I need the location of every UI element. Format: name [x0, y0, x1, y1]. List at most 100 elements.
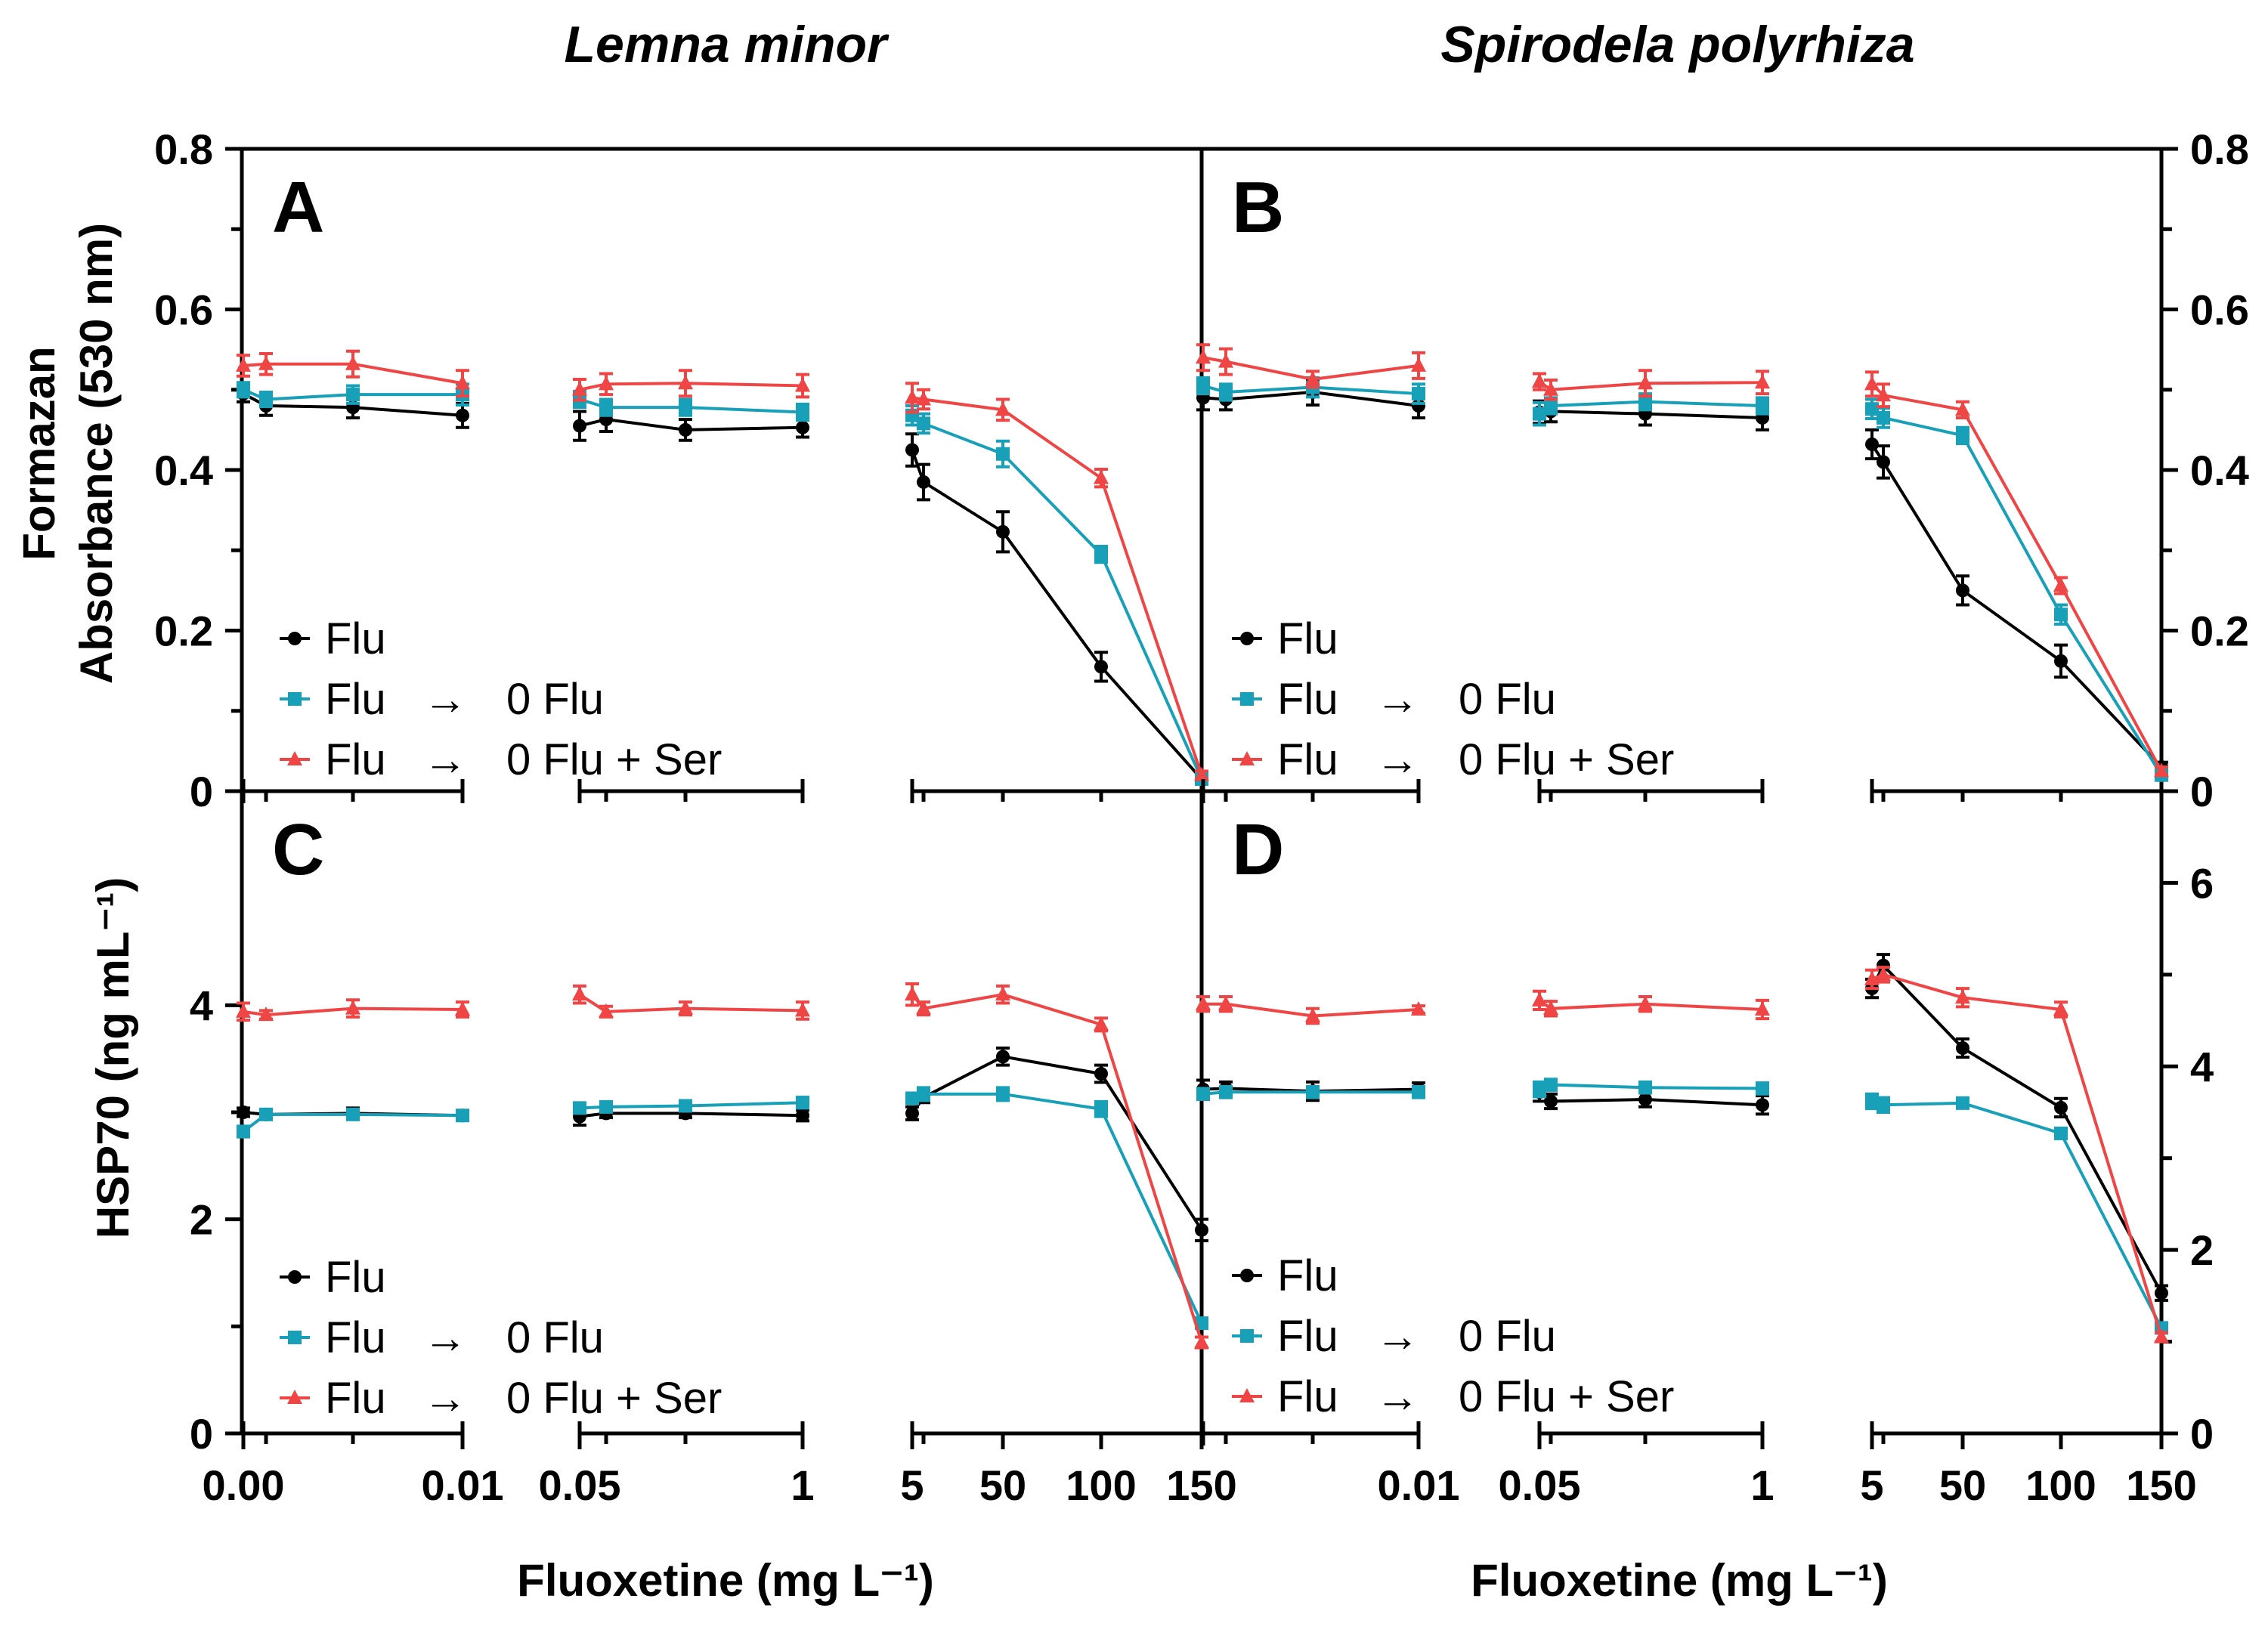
y-tick-label-D: 4 [2190, 1043, 2214, 1090]
marker-circle [2054, 654, 2068, 668]
marker-triangle [1638, 995, 1653, 1010]
marker-triangle [572, 381, 587, 396]
marker-triangle [287, 1390, 302, 1404]
marker-square [288, 1331, 302, 1344]
marker-circle [917, 475, 930, 489]
marker-triangle [1218, 353, 1233, 368]
y-tick-label-A: 0.2 [154, 608, 213, 655]
x-tick-label: 0.01 [422, 1461, 504, 1509]
marker-square [996, 1087, 1010, 1101]
legend-D: Flu Flu → 0 Flu Flu → 0 Flu + Ser [1232, 1251, 1674, 1421]
marker-triangle [1094, 469, 1109, 484]
marker-square [1195, 1316, 1208, 1331]
x-tick-label: 50 [1939, 1461, 1986, 1509]
marker-square [1638, 1081, 1652, 1095]
panel-label-A: A [272, 167, 324, 248]
legend-arrow: → [423, 735, 467, 784]
y-tick-label-B: 0.6 [2190, 286, 2249, 334]
legend-arrow: → [423, 1313, 467, 1362]
right-title: Spirodela polyrhiza [1440, 16, 1914, 73]
marker-triangle [678, 375, 693, 390]
marker-triangle [599, 376, 614, 391]
marker-circle [1865, 438, 1879, 451]
marker-square [796, 1096, 809, 1110]
series-D-2 [1196, 966, 2169, 1344]
y-tick-label-D: 2 [2190, 1226, 2214, 1274]
marker-square [346, 1107, 360, 1121]
marker-square [2054, 1126, 2068, 1140]
x-tick-label: 150 [2126, 1461, 2196, 1509]
marker-square [1956, 1096, 1969, 1110]
marker-square [1412, 1085, 1425, 1099]
x-tick-label: 100 [1066, 1461, 1136, 1509]
legend-arrow: → [1375, 735, 1419, 784]
legend-label: Flu [325, 614, 386, 663]
marker-triangle [455, 1001, 470, 1016]
marker-square [1877, 1098, 1890, 1112]
marker-triangle [905, 389, 920, 404]
marker-triangle [1194, 766, 1209, 781]
marker-triangle [1196, 349, 1211, 364]
marker-square [996, 447, 1010, 461]
series-line [911, 993, 1203, 1344]
marker-triangle [995, 986, 1010, 1001]
panel-A: 0 0.2 0.4 0.6 0.8 A Flu Flu → 0 Flu Flu → 0 Flu + Se… [154, 125, 1209, 815]
marker-square [917, 416, 930, 431]
marker-triangle [795, 1002, 810, 1017]
marker-circle [1638, 1093, 1652, 1106]
marker-square [1865, 402, 1879, 416]
series-line [911, 414, 1203, 780]
series-line [243, 392, 463, 417]
marker-triangle [678, 1000, 693, 1015]
legend-target: 0 Flu [1459, 675, 1556, 724]
marker-square [573, 1101, 586, 1115]
xlabel-right: Fluoxetine (mg L⁻¹) [1471, 1555, 1888, 1606]
panel-B: 0 0.2 0.4 0.6 0.8 B Flu Flu → 0 Flu Flu → 0 Flu + Se… [1196, 125, 2249, 815]
series-line [243, 362, 463, 385]
marker-triangle [1094, 1016, 1109, 1031]
marker-circle [1240, 1269, 1254, 1282]
series-line [579, 418, 803, 431]
marker-square [1219, 385, 1233, 399]
marker-triangle [1218, 995, 1233, 1010]
marker-circle [1956, 1041, 1969, 1055]
series-line [243, 388, 463, 401]
ylabel-top-line2: Absorbance (530 nm) [71, 223, 122, 684]
legend-label: Flu [1277, 1372, 1338, 1421]
marker-square [1219, 1085, 1233, 1099]
marker-triangle [1532, 991, 1547, 1006]
marker-circle [796, 420, 809, 434]
y-tick-label-B: 0.4 [2190, 447, 2249, 494]
series-line [579, 397, 803, 414]
marker-triangle [1955, 989, 1970, 1004]
marker-triangle [1239, 1388, 1255, 1402]
marker-triangle [258, 1006, 274, 1022]
marker-triangle [345, 355, 360, 370]
marker-square [1756, 1081, 1769, 1096]
x-tick-label: 1 [791, 1461, 814, 1509]
legend-label: Flu [1277, 675, 1338, 724]
marker-square [796, 405, 809, 419]
series-line [243, 1006, 463, 1017]
marker-square [679, 1099, 692, 1113]
marker-triangle [258, 355, 274, 370]
marker-circle [1195, 1223, 1208, 1237]
legend-label: Flu [325, 1374, 386, 1423]
series-line [1203, 1002, 1419, 1018]
panel-label-B: B [1232, 167, 1284, 248]
y-tick-label-A: 0 [190, 768, 213, 815]
series-line [1202, 356, 1419, 381]
marker-square [259, 1107, 273, 1121]
series-C-2 [236, 982, 1209, 1350]
ylabel-top-line1: Formazan [14, 346, 64, 560]
x-tick-label: 0.01 [1378, 1461, 1460, 1509]
x-tick-label: 0.05 [1499, 1461, 1581, 1509]
marker-triangle [572, 986, 587, 1001]
marker-square [1877, 410, 1890, 425]
legend-C: Flu Flu → 0 Flu Flu → 0 Flu + Ser [280, 1253, 722, 1423]
marker-circle [1877, 455, 1890, 469]
marker-triangle [1196, 995, 1211, 1010]
y-tick-label-B: 0.8 [2190, 125, 2249, 173]
marker-triangle [345, 1000, 360, 1015]
marker-square [346, 388, 360, 402]
